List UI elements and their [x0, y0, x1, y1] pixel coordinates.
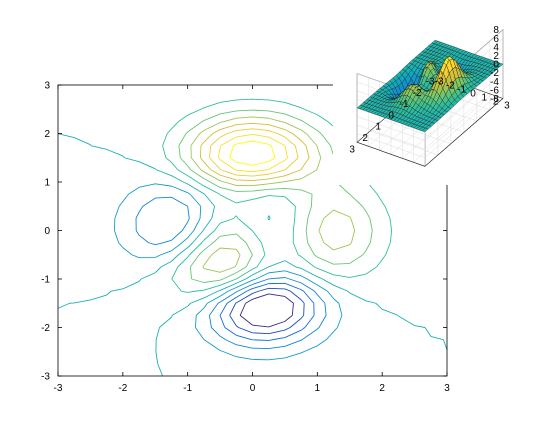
y-tick-label: -2 — [41, 323, 50, 334]
x-tick-label: -3 — [54, 383, 63, 394]
surface-y-tick-label: 1 — [482, 93, 488, 104]
y-tick-label: 3 — [44, 81, 50, 92]
surface-x-tick-label: -2 — [413, 88, 422, 99]
x-tick-label: 2 — [379, 383, 385, 394]
x-tick-label: 0 — [250, 383, 256, 394]
y-tick-label: 2 — [44, 129, 50, 140]
surface-z-tick-label: 8 — [493, 25, 499, 36]
y-tick-label: 0 — [44, 226, 50, 237]
surface-y-tick-label: 0 — [470, 89, 476, 100]
y-tick-label: -3 — [41, 372, 50, 383]
y-tick-label: 1 — [44, 178, 50, 189]
surface-y-tick-label: -1 — [457, 85, 466, 96]
x-tick-label: -1 — [183, 383, 192, 394]
surface-y-tick-label: -2 — [446, 81, 455, 92]
x-tick-label: 1 — [315, 383, 321, 394]
surface-x-tick-label: 2 — [362, 133, 368, 144]
surface-x-tick-label: 0 — [388, 110, 394, 121]
surface-y-tick-label: 3 — [504, 101, 510, 112]
surface-y-tick-label: 2 — [493, 97, 499, 108]
x-tick-label: -2 — [118, 383, 127, 394]
surface-x-tick-label: -1 — [400, 99, 409, 110]
surface-x-tick-label: -3 — [426, 77, 435, 88]
surface-x-tick-label: 3 — [349, 144, 355, 155]
surface-y-tick-label: -3 — [435, 77, 444, 88]
x-tick-label: 3 — [444, 383, 450, 394]
y-tick-label: -1 — [41, 275, 50, 286]
surface-x-tick-label: 1 — [375, 122, 381, 133]
